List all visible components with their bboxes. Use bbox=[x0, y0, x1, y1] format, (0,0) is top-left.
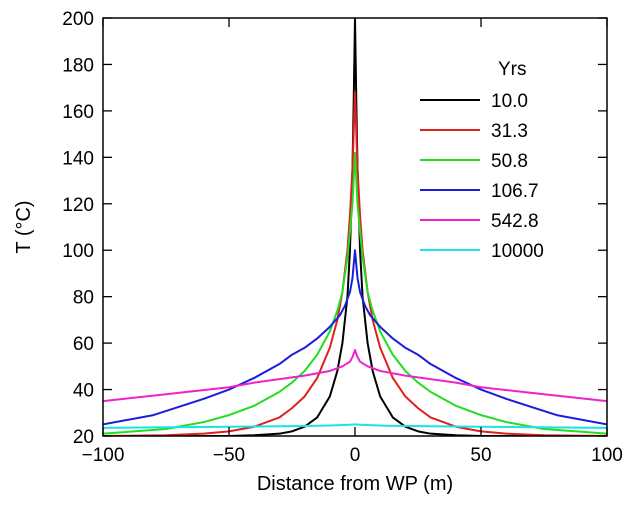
x-tick-label: −50 bbox=[213, 445, 245, 466]
legend-label-3: 106.7 bbox=[491, 181, 539, 202]
series-line-2 bbox=[103, 151, 607, 435]
x-tick-label: −100 bbox=[82, 445, 125, 466]
x-axis-label: Distance from WP (m) bbox=[257, 473, 453, 495]
legend-label-2: 50.8 bbox=[491, 151, 528, 172]
x-tick-label: 100 bbox=[591, 445, 623, 466]
y-tick-label: 100 bbox=[62, 241, 94, 262]
y-tick-label: 80 bbox=[73, 288, 94, 309]
series-line-5 bbox=[103, 423, 607, 429]
y-tick-label: 180 bbox=[62, 55, 94, 76]
y-tick-label: 160 bbox=[62, 102, 94, 123]
x-tick-label: 50 bbox=[470, 445, 491, 466]
legend-label-4: 542.8 bbox=[491, 211, 539, 232]
y-axis-label: T (°C) bbox=[13, 200, 35, 253]
legend-label-1: 31.3 bbox=[491, 121, 528, 142]
legend-label-5: 10000 bbox=[491, 241, 544, 262]
y-tick-label: 200 bbox=[62, 9, 94, 30]
x-tick-label: 0 bbox=[350, 445, 361, 466]
y-tick-label: 60 bbox=[73, 334, 94, 355]
y-tick-label: 20 bbox=[73, 427, 94, 448]
legend-title: Yrs bbox=[498, 59, 527, 80]
y-tick-label: 120 bbox=[62, 195, 94, 216]
series-line-0 bbox=[103, 18, 607, 436]
y-tick-label: 140 bbox=[62, 148, 94, 169]
series-line-4 bbox=[103, 349, 607, 403]
legend-label-0: 10.0 bbox=[491, 91, 528, 112]
series-line-1 bbox=[103, 91, 607, 436]
series-line-3 bbox=[103, 249, 607, 426]
y-tick-label: 40 bbox=[73, 381, 94, 402]
